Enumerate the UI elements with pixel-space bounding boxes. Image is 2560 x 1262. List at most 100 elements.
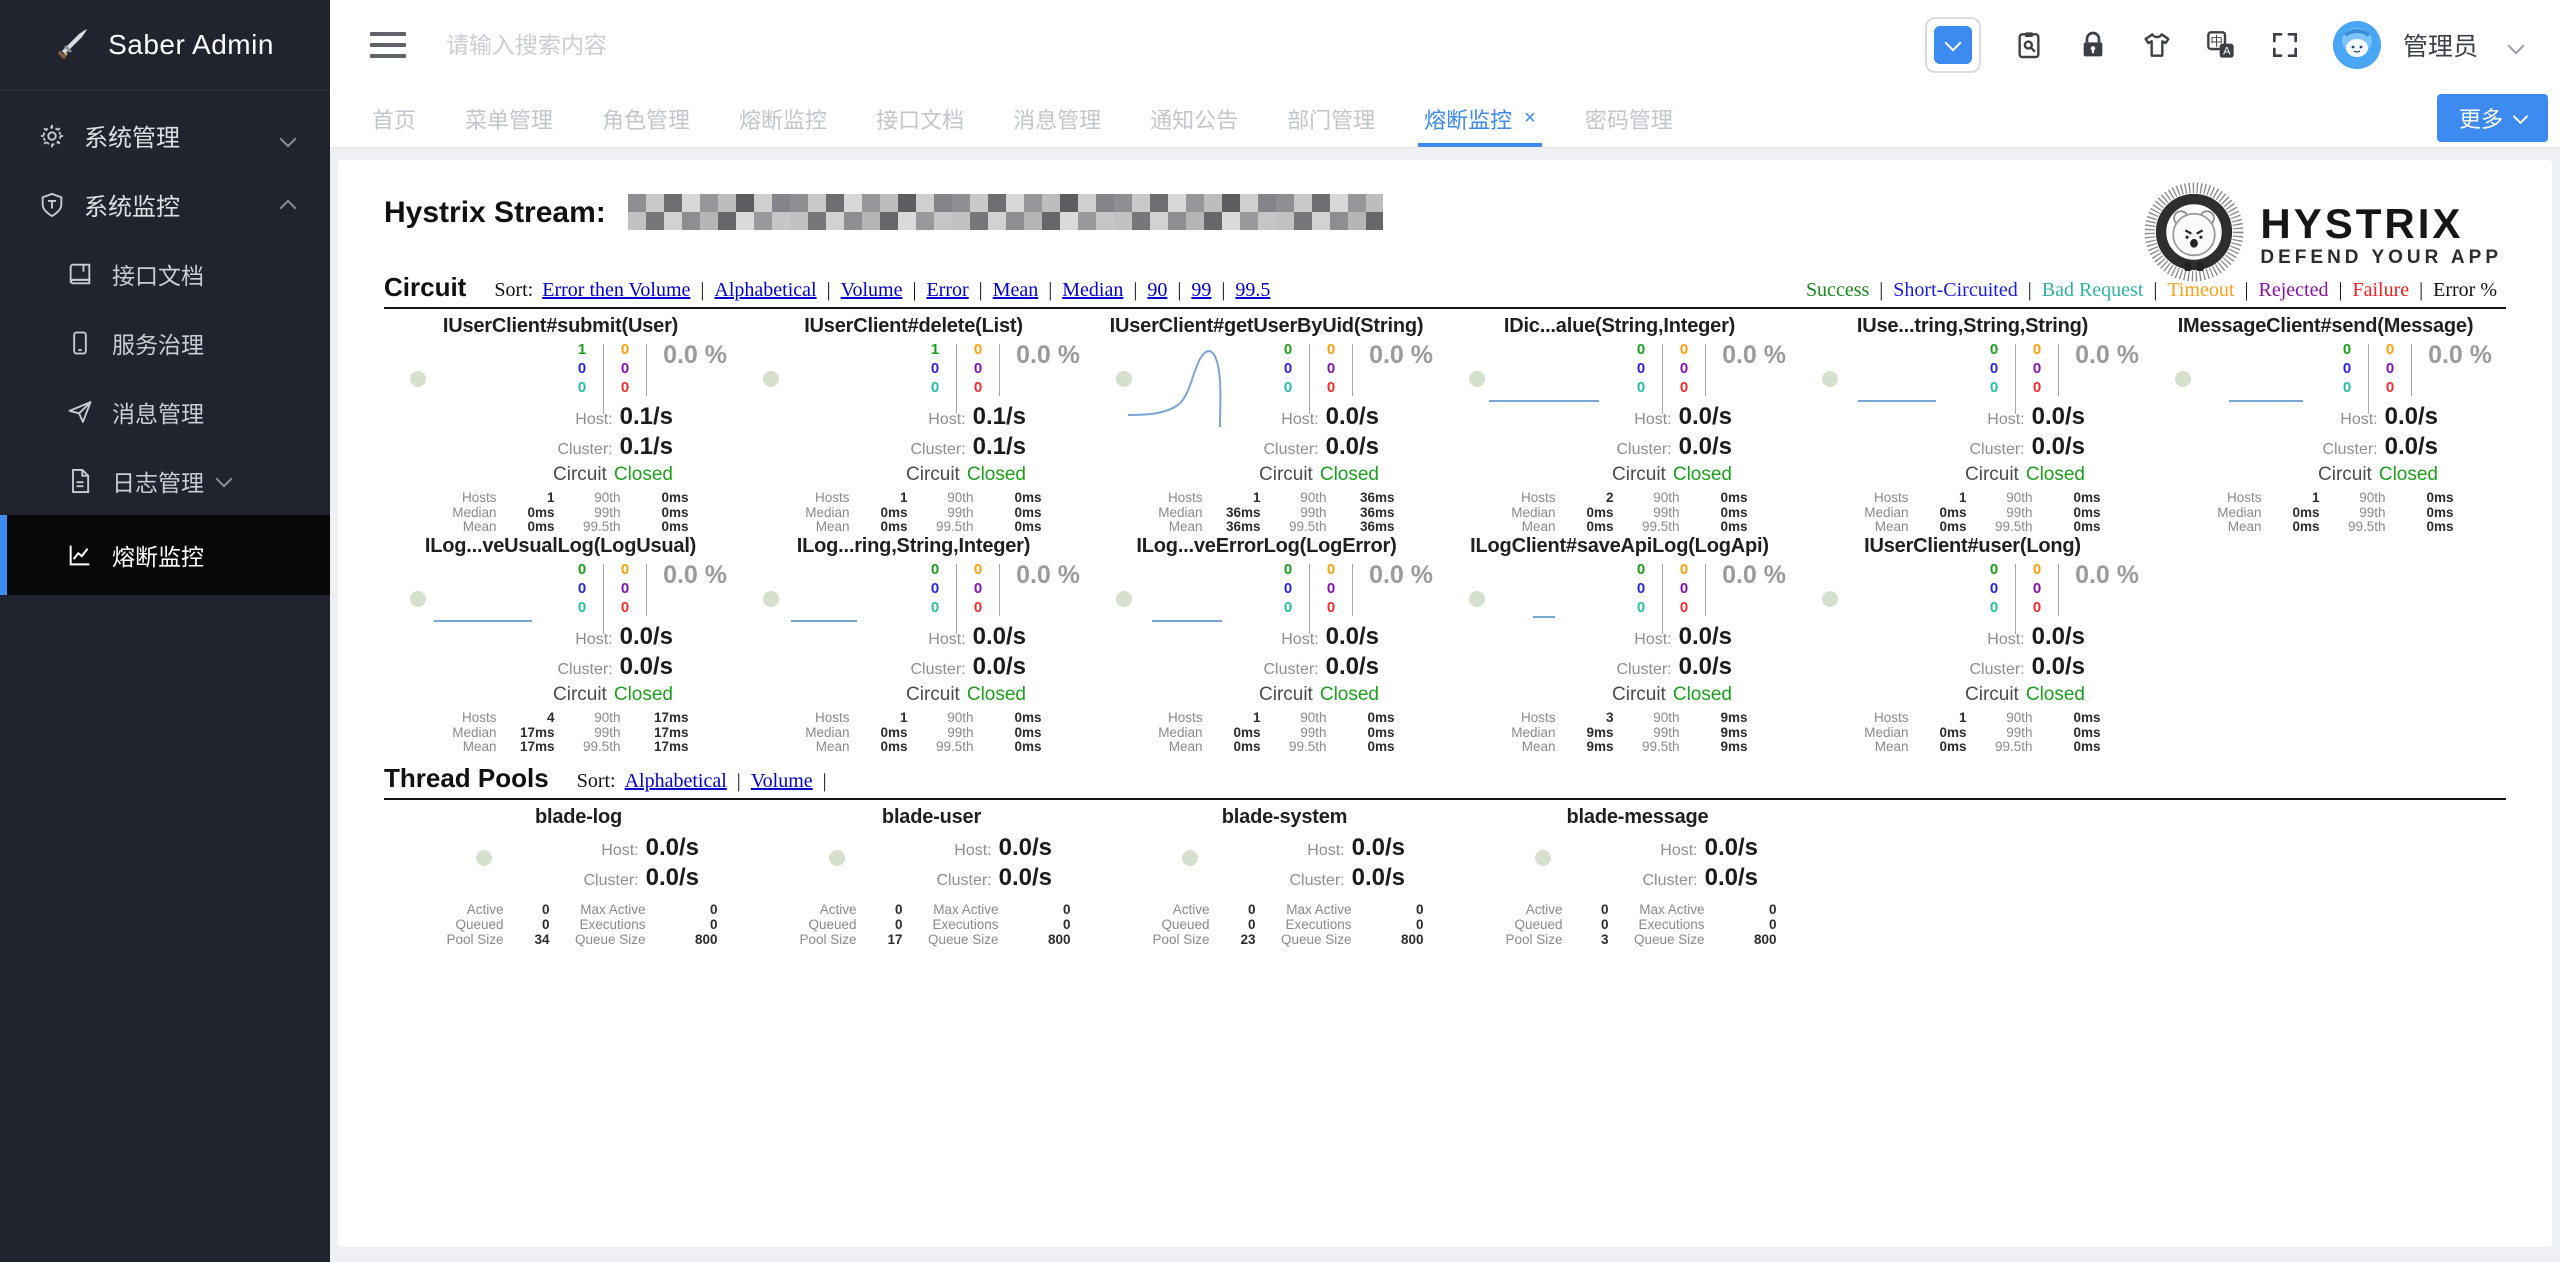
theme-shirt-icon[interactable] [2141,29,2173,61]
counter-column-right: 0 0 0 [2026,562,2048,616]
sidebar-item-2[interactable]: 系统监控 [0,170,330,239]
sparkline-chart [1127,350,1222,428]
active-value: 0 [1247,902,1256,917]
sidebar-item-1[interactable]: 系统管理 [0,101,330,170]
tab-8[interactable]: 部门管理 [1287,90,1375,147]
sort-link-1[interactable]: Error then Volume [542,279,691,301]
sort-link-7[interactable]: 90 [1147,279,1168,301]
timeout-count: 0 [1326,561,1336,578]
cluster-rate-value: 0.0/s [1325,433,1379,460]
tab-9[interactable]: 熔断监控 × [1418,90,1542,147]
tab-label: 消息管理 [1013,107,1102,133]
circuit-card: IMessageClient#send(Message) 0 0 0 0 0 0… [2149,315,2502,534]
cluster-rate-line: Cluster: 0.0/s [1443,433,1732,461]
sidebar-item-3[interactable]: 接口文档 [0,239,330,308]
error-percentage: 0.0 % [2075,341,2139,369]
cluster-label: Cluster: [1969,441,2025,458]
mean-value: 9ms [1586,739,1614,754]
tab-2[interactable]: 菜单管理 [465,90,553,147]
separator [999,344,1001,396]
sort-link-6[interactable]: Median [1062,279,1124,301]
p90-value: 0ms [2073,490,2101,505]
sort-link-3[interactable]: Volume [840,279,903,301]
separator [1352,344,1354,396]
request-counters: 0 0 0 0 0 0 0.0 % [1983,342,2139,414]
sidebar-item-label: 系统监控 [84,194,180,221]
legend-3: Bad Request [2041,279,2144,301]
topbar-icons: 中 A [1924,17,2525,73]
separator: | [700,279,705,301]
sort-link-1[interactable]: Alphabetical [624,770,727,792]
logo[interactable]: Saber Admin [0,0,330,91]
sort-link-4[interactable]: Error [926,279,969,301]
circuit-card: IUserClient#submit(User) 1 0 0 0 0 0 0.0… [384,315,737,534]
sidebar-item-6[interactable]: 日志管理 [0,446,330,515]
timeout-count: 0 [2032,341,2042,358]
circuit-command-title: ILogClient#saveApiLog(LogApi) [1470,535,1769,557]
sort-link-9[interactable]: 99.5 [1235,279,1271,301]
sort-link-8[interactable]: 99 [1191,279,1212,301]
tab-10[interactable]: 密码管理 [1585,90,1673,147]
circuit-label: Circuit [1965,684,2019,705]
median-value: 0ms [1939,724,1967,740]
volume-dot [2175,371,2191,387]
tabs-bar: 首页 菜单管理 角色管理 熔断监控 接口文档 消息管理 通知公告 部门管理 熔断监控 × 密码管理 … [330,90,2560,148]
circuit-card: ILog...ring,String,Integer) 0 0 0 0 0 0 … [737,535,1090,754]
tab-7[interactable]: 通知公告 [1150,90,1238,147]
lock-icon[interactable] [2077,29,2109,61]
separator: | [736,770,741,792]
sort-link-2[interactable]: Volume [750,770,813,792]
request-counters: 0 0 0 0 0 0 0.0 % [1983,562,2139,634]
sparkline-chart [2229,400,2303,402]
bug-report-icon[interactable] [2013,29,2045,61]
tab-3[interactable]: 角色管理 [602,90,690,147]
hystrix-panel: Hystrix Stream: [338,160,2552,1247]
circuit-state-value: Closed [613,684,673,705]
circuit-state-value: Closed [966,684,1026,705]
fullscreen-icon[interactable] [2269,29,2301,61]
error-percentage: 0.0 % [1369,341,1433,369]
p90-value: 36ms [1359,490,1395,505]
tab-6[interactable]: 消息管理 [1013,90,1101,147]
median-value: 0ms [527,504,555,520]
language-icon[interactable]: 中 A [2205,29,2237,61]
stream-title: Hystrix Stream: [384,196,606,229]
user-menu-chevron-icon[interactable] [2507,37,2525,55]
sidebar-item-7[interactable]: 熔断监控 [0,515,330,595]
sidebar-item-4[interactable]: 服务治理 [0,308,330,377]
user-name[interactable]: 管理员 [2402,33,2478,61]
tab-5[interactable]: 接口文档 [876,90,964,147]
sort-link-5[interactable]: Mean [992,279,1039,301]
menu-collapse-icon[interactable] [370,32,406,58]
success-count: 0 [1989,341,1999,358]
tab-4[interactable]: 熔断监控 [739,90,827,147]
sidebar-item-label: 服务治理 [112,331,204,358]
tab-close-icon[interactable]: × [1524,107,1536,129]
separator [2368,344,2370,414]
circuit-command-title: IUserClient#submit(User) [442,315,679,337]
hosts-value: 1 [899,490,908,505]
counter-column-right: 0 0 0 [967,562,989,616]
search-input[interactable] [444,30,878,60]
more-tabs-button[interactable]: 更多 [2436,94,2548,142]
executions-value: 0 [709,917,718,932]
theme-dropdown-button[interactable] [1924,17,1981,73]
circuit-state-value: Closed [613,464,673,485]
volume-dot [829,850,845,866]
sidebar-item-5[interactable]: 消息管理 [0,377,330,446]
volume-dot [1116,591,1132,607]
short-circuited-count: 0 [577,580,587,597]
avatar[interactable] [2332,21,2381,69]
request-counters: 0 0 0 0 0 0 0.0 % [924,562,1080,634]
separator: | [826,279,831,301]
hosts-value: 1 [1252,710,1261,725]
tab-1[interactable]: 首页 [372,90,416,147]
thread-pool-title: blade-system [1221,806,1348,828]
host-rate-value: 0.1/s [972,403,1026,430]
tab-label: 密码管理 [1584,107,1673,133]
volume-dot [1469,591,1485,607]
sort-link-2[interactable]: Alphabetical [714,279,817,301]
hystrix-bear-icon [2142,180,2246,289]
failure-count: 0 [620,379,630,396]
circuit-card: ILog...veUsualLog(LogUsual) 0 0 0 0 0 0 … [384,535,737,754]
